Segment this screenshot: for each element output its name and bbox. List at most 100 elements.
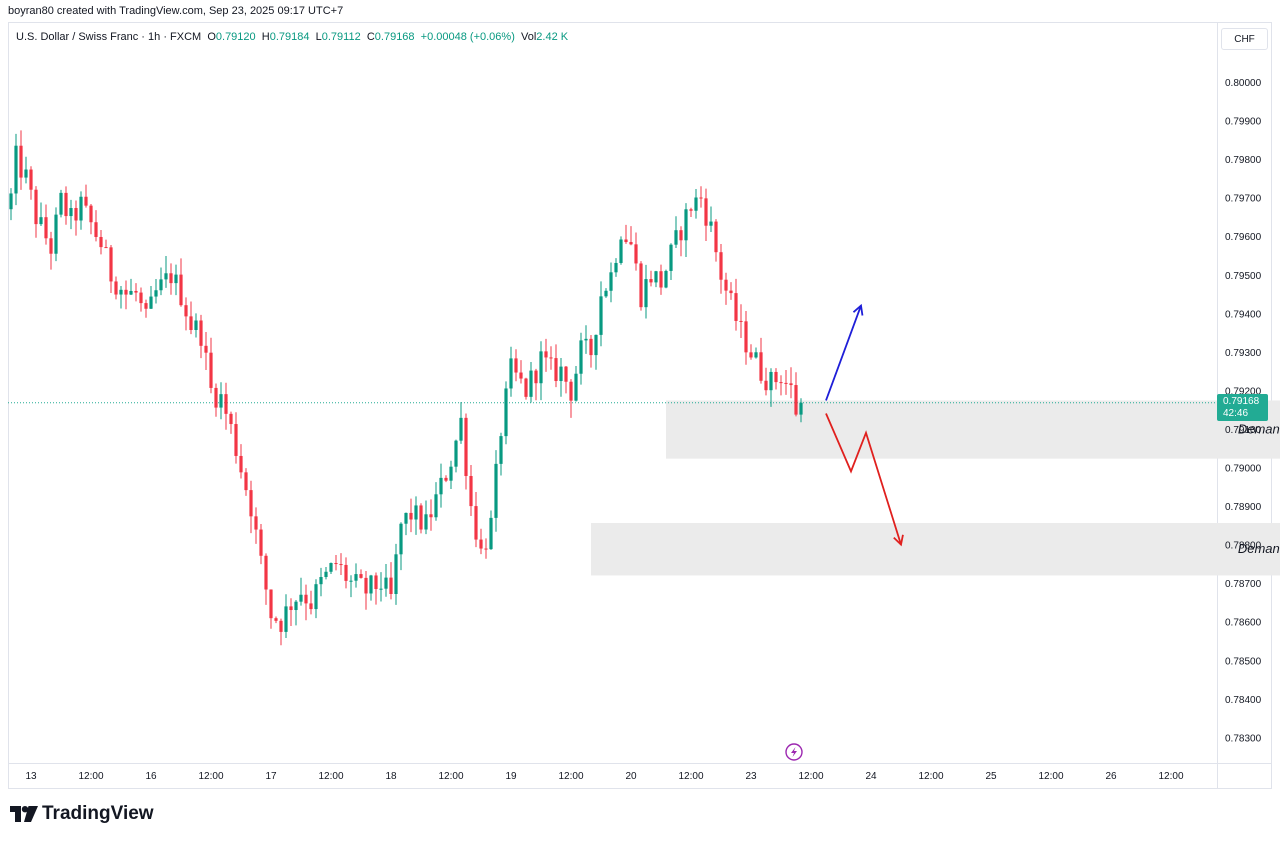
candle-body [214,387,218,408]
candle-body [589,338,593,356]
candle-body [409,512,413,520]
candle-body [584,338,588,341]
candle-body [224,394,228,414]
open-label: O [207,31,216,43]
tradingview-logo[interactable]: TradingView [10,803,154,825]
candle-body [49,238,53,254]
candle [184,297,188,331]
candle [144,299,148,318]
candle [624,224,628,244]
time-tick-label: 16 [145,771,157,782]
candle [654,270,658,288]
candle-body [319,577,323,585]
candle [689,207,693,217]
candle-body [109,247,113,282]
time-tick-label: 18 [385,771,397,782]
time-tick-label: 12:00 [78,771,103,782]
candle-body [194,320,198,330]
demand-zone-label: Demand [1238,422,1280,437]
candle-body [524,378,528,397]
candle [664,269,668,289]
candle [674,216,678,248]
candle-body [624,239,628,243]
candle-body [99,236,103,248]
candle-body [54,214,58,254]
candle [404,512,408,536]
candle-body [159,279,163,291]
candle [439,463,443,508]
candle [314,579,318,619]
candle-body [714,221,718,253]
candle [574,366,578,402]
candle [349,575,353,598]
candle-body [704,198,708,226]
candle-body [114,281,118,295]
time-tick-label: 25 [985,771,997,782]
candle [709,206,713,232]
candle-body [779,382,783,384]
candle [284,594,288,639]
candle-body [684,209,688,241]
currency-button[interactable]: CHF [1221,28,1268,50]
candle [634,232,638,271]
lightning-icon[interactable] [785,743,803,761]
candle [799,398,803,423]
candle-body [604,290,608,297]
candle-body [244,472,248,491]
candle-body [634,244,638,264]
down-arrow-head [893,534,904,547]
candle-body [389,577,393,595]
candle-body [509,358,513,389]
candle [319,567,323,597]
price-tick-label: 0.79500 [1225,271,1262,282]
time-tick-label: 12:00 [558,771,583,782]
candle [54,207,58,262]
candle-body [234,424,238,456]
time-tick-label: 12:00 [798,771,823,782]
candle [329,562,333,575]
candle-body [574,373,578,401]
price-tick-label: 0.79600 [1225,232,1262,243]
price-tick-label: 0.78900 [1225,502,1262,513]
candle-body [399,523,403,555]
price-axis[interactable]: 0.78300 0.78400 0.78500 0.78600 0.78700 0.788… [1225,78,1262,744]
candle-body [569,381,573,401]
candle [149,285,153,309]
candle-body [649,279,653,283]
candle [164,256,168,288]
candle-body [219,394,223,408]
volume-label: Vol [520,31,537,43]
candle [264,553,268,605]
up-arrow-head [852,303,864,316]
time-tick-label: 12:00 [318,771,343,782]
candle [334,554,338,571]
candle [309,590,313,615]
candle [124,280,128,310]
candle [649,270,653,287]
candle [424,500,428,535]
candle-body [594,334,598,356]
tradingview-brand: TradingView [42,803,154,824]
candle [34,186,38,238]
candle [89,204,93,235]
candle-body [419,505,423,530]
candle-body [274,618,278,621]
candle-body [179,274,183,306]
time-tick-label: 12:00 [918,771,943,782]
candle [59,189,63,218]
close-label: C [366,31,375,43]
candle [729,282,733,300]
candle [509,346,513,397]
attribution-text: boyran80 created with TradingView.com, S… [8,5,344,17]
symbol-legend: U.S. Dollar / Swiss Franc · 1h · FXCM O0… [16,31,568,43]
candle-body [774,371,778,383]
time-axis[interactable]: 13 12:00 16 12:00 17 12:00 18 12:00 19 12:00 20 12:… [25,771,1184,782]
candle [64,186,68,225]
candle [379,572,383,602]
candle-body [639,263,643,308]
candle [239,444,243,479]
close-value: 0.79168 [374,31,415,43]
candle-body [444,477,448,481]
currency-label: CHF [1234,33,1255,45]
